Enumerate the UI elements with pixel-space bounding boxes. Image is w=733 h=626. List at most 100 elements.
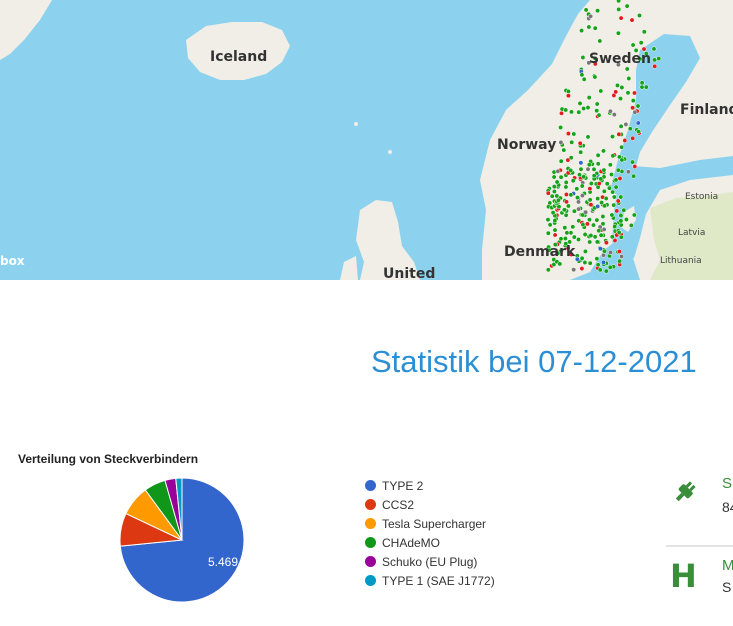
- map-attribution[interactable]: box: [0, 254, 25, 268]
- charger-marker[interactable]: [604, 181, 610, 187]
- charger-marker[interactable]: [598, 232, 604, 238]
- charger-marker[interactable]: [574, 186, 580, 192]
- charger-marker[interactable]: [579, 266, 585, 272]
- map[interactable]: Iceland Norway Sweden Finland Estonia La…: [0, 0, 733, 280]
- charger-marker[interactable]: [617, 249, 622, 254]
- charger-marker[interactable]: [616, 131, 622, 137]
- charger-marker[interactable]: [585, 134, 591, 140]
- charger-marker[interactable]: [571, 208, 577, 214]
- charger-marker[interactable]: [630, 135, 636, 141]
- charger-marker[interactable]: [616, 6, 622, 12]
- charger-marker[interactable]: [616, 0, 622, 4]
- charger-marker[interactable]: [618, 123, 624, 129]
- charger-marker[interactable]: [582, 248, 588, 254]
- charger-marker[interactable]: [603, 240, 609, 246]
- charger-marker[interactable]: [568, 230, 574, 236]
- charger-marker[interactable]: [552, 218, 558, 223]
- charger-marker[interactable]: [579, 28, 585, 34]
- charger-marker[interactable]: [568, 155, 574, 161]
- charger-marker[interactable]: [598, 176, 604, 182]
- connector-pie-chart[interactable]: 5.469: [110, 472, 260, 612]
- charger-marker[interactable]: [601, 252, 606, 258]
- charger-marker[interactable]: [547, 222, 553, 228]
- charger-marker[interactable]: [594, 217, 600, 223]
- charger-marker[interactable]: [613, 89, 619, 95]
- charger-marker[interactable]: [594, 101, 600, 107]
- legend-item[interactable]: TYPE 1 (SAE J1772): [365, 571, 495, 590]
- charger-marker[interactable]: [625, 90, 631, 96]
- charger-marker[interactable]: [622, 138, 628, 143]
- charger-marker[interactable]: [651, 46, 657, 52]
- charger-marker[interactable]: [618, 213, 624, 218]
- charger-marker[interactable]: [545, 190, 551, 196]
- charger-marker[interactable]: [601, 226, 607, 232]
- charger-marker[interactable]: [588, 13, 594, 19]
- charger-marker[interactable]: [576, 109, 582, 115]
- legend-item[interactable]: Tesla Supercharger: [365, 514, 495, 533]
- charger-marker[interactable]: [564, 199, 569, 205]
- charger-marker[interactable]: [588, 181, 594, 186]
- charger-marker[interactable]: [595, 262, 601, 268]
- charger-marker[interactable]: [595, 8, 601, 14]
- charger-marker[interactable]: [578, 166, 584, 172]
- charger-marker[interactable]: [615, 167, 621, 173]
- charger-marker[interactable]: [601, 148, 606, 154]
- charger-marker[interactable]: [607, 264, 613, 270]
- charger-marker[interactable]: [558, 139, 564, 145]
- charger-marker[interactable]: [563, 192, 569, 197]
- charger-marker[interactable]: [617, 258, 623, 264]
- charger-marker[interactable]: [559, 110, 564, 116]
- charger-marker[interactable]: [580, 222, 586, 228]
- charger-marker[interactable]: [633, 47, 639, 53]
- charger-marker[interactable]: [618, 234, 624, 240]
- charger-marker[interactable]: [597, 267, 603, 273]
- charger-marker[interactable]: [585, 166, 591, 172]
- charger-marker[interactable]: [599, 200, 605, 206]
- charger-marker[interactable]: [551, 262, 557, 267]
- charger-marker[interactable]: [562, 236, 568, 241]
- charger-marker[interactable]: [563, 212, 569, 218]
- charger-marker[interactable]: [555, 168, 561, 174]
- charger-marker[interactable]: [615, 62, 621, 68]
- charger-marker[interactable]: [637, 13, 642, 18]
- charger-marker[interactable]: [581, 106, 587, 111]
- charger-marker[interactable]: [549, 193, 555, 199]
- charger-marker[interactable]: [639, 84, 645, 90]
- charger-marker[interactable]: [592, 74, 598, 80]
- charger-marker[interactable]: [596, 228, 602, 234]
- charger-marker[interactable]: [592, 234, 598, 240]
- charger-marker[interactable]: [596, 181, 602, 187]
- charger-marker[interactable]: [609, 172, 614, 177]
- charger-marker[interactable]: [564, 230, 570, 236]
- pie-slice-5[interactable]: [175, 477, 183, 541]
- charger-marker[interactable]: [597, 38, 603, 44]
- charger-marker[interactable]: [600, 214, 606, 219]
- charger-marker[interactable]: [565, 88, 571, 94]
- charger-marker[interactable]: [582, 260, 588, 265]
- charger-marker[interactable]: [630, 105, 636, 111]
- charger-marker[interactable]: [595, 161, 601, 167]
- charger-marker[interactable]: [592, 25, 598, 31]
- charger-marker[interactable]: [578, 149, 584, 155]
- legend-item[interactable]: TYPE 2: [365, 476, 495, 495]
- charger-marker[interactable]: [643, 84, 649, 90]
- charger-marker[interactable]: [570, 178, 576, 184]
- charger-marker[interactable]: [596, 112, 602, 118]
- charger-marker[interactable]: [618, 96, 623, 102]
- stat-card-chargers[interactable]: S 84: [666, 463, 733, 533]
- charger-marker[interactable]: [569, 139, 575, 145]
- charger-marker[interactable]: [594, 256, 600, 262]
- charger-marker[interactable]: [643, 51, 649, 57]
- charger-marker[interactable]: [623, 121, 629, 127]
- charger-marker[interactable]: [615, 82, 620, 88]
- charger-marker[interactable]: [625, 169, 631, 175]
- charger-marker[interactable]: [583, 209, 589, 215]
- charger-marker[interactable]: [635, 120, 641, 126]
- charger-marker[interactable]: [562, 225, 568, 231]
- charger-marker[interactable]: [585, 105, 591, 111]
- charger-marker[interactable]: [558, 125, 564, 130]
- charger-marker[interactable]: [577, 140, 583, 146]
- charger-marker[interactable]: [554, 193, 560, 199]
- charger-marker[interactable]: [611, 194, 617, 200]
- charger-marker[interactable]: [595, 203, 601, 209]
